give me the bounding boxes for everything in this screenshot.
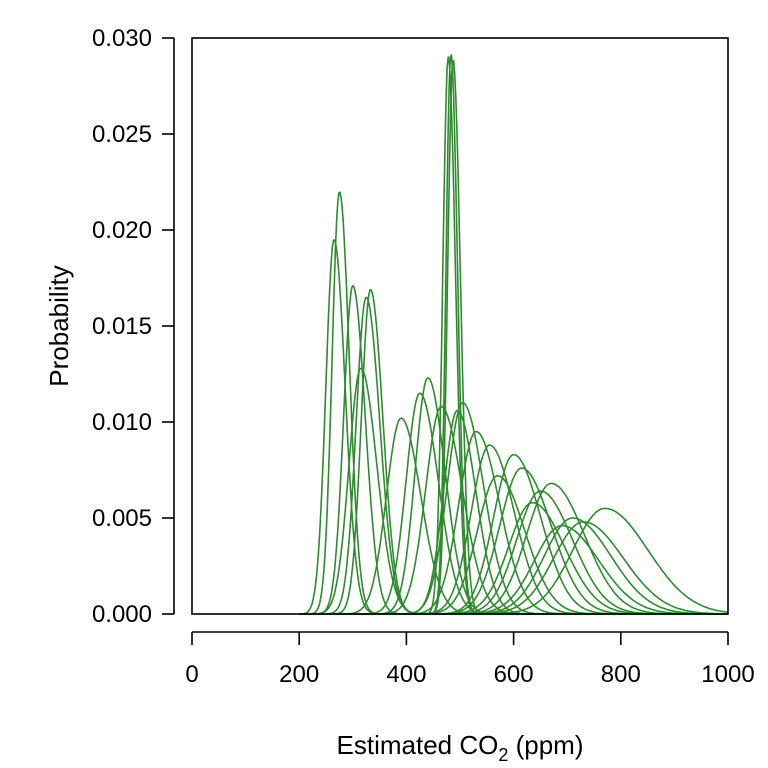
y-axis-title: Probability [44, 265, 74, 386]
y-tick-label: 0.025 [92, 121, 152, 148]
x-axis-title: Estimated CO2 (ppm) [337, 730, 584, 765]
x-tick-label: 400 [386, 661, 426, 688]
x-axis-title-units: (ppm) [508, 730, 583, 760]
x-tick-label: 800 [601, 661, 641, 688]
y-tick-label: 0.005 [92, 505, 152, 532]
plot-frame [191, 37, 729, 615]
x-tick-label: 1000 [701, 661, 754, 688]
y-tick-label: 0.030 [92, 25, 152, 52]
x-axis-title-main: Estimated CO [337, 730, 499, 760]
x-tick-label: 600 [494, 661, 534, 688]
x-tick-label: 200 [279, 661, 319, 688]
x-axis-title-subscript: 2 [498, 745, 508, 765]
x-axis: 0 200 400 600 800 1000 [185, 631, 755, 688]
y-axis: 0.000 0.005 0.010 0.015 0.020 0.025 0.030 [92, 25, 175, 628]
x-tick-label: 0 [185, 661, 198, 688]
y-tick-label: 0.000 [92, 601, 152, 628]
y-tick-label: 0.015 [92, 313, 152, 340]
y-tick-label: 0.020 [92, 217, 152, 244]
y-tick-label: 0.010 [92, 409, 152, 436]
